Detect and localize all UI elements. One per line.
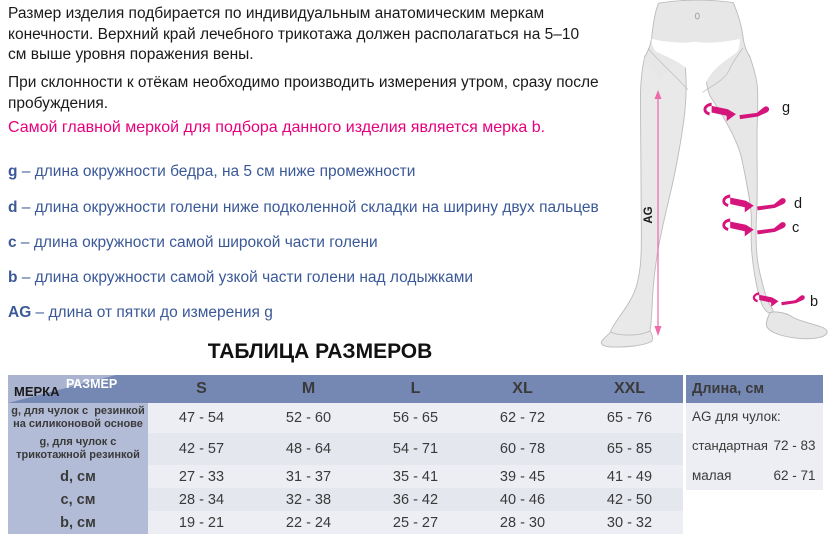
svg-text:d: d	[794, 196, 802, 212]
svg-text:c: c	[792, 220, 799, 236]
svg-text:g: g	[782, 100, 790, 116]
svg-text:AG: AG	[643, 206, 655, 223]
svg-text:b: b	[810, 294, 818, 310]
